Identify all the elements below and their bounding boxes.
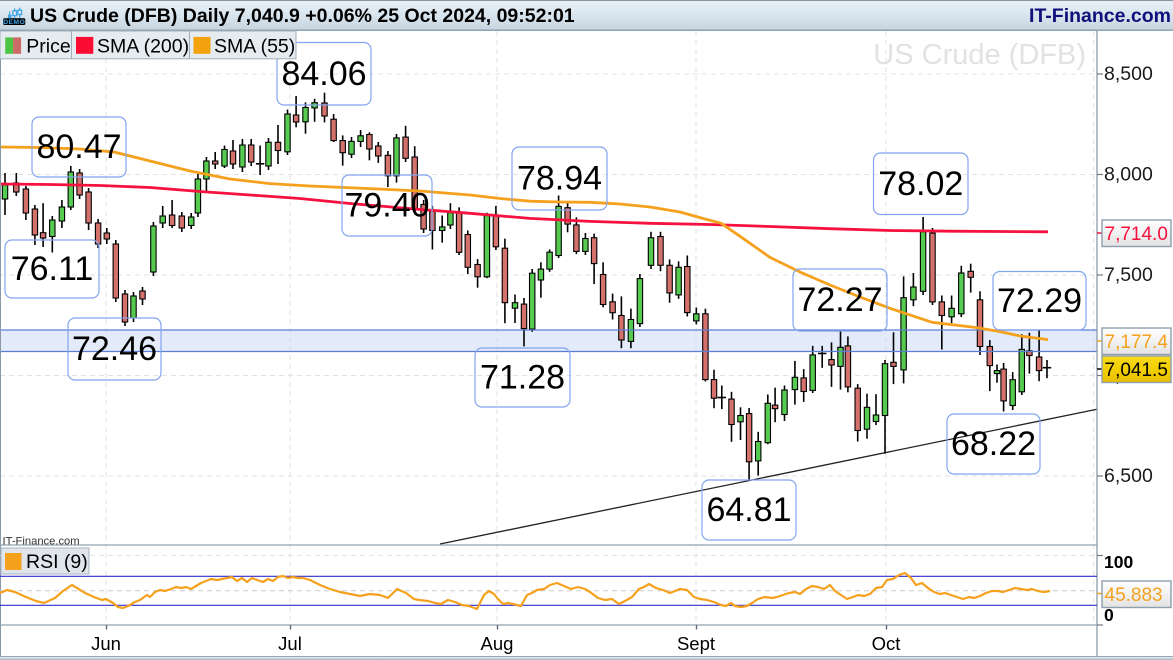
svg-text:100: 100 (1104, 552, 1133, 572)
svg-text:6,500: 6,500 (1104, 465, 1153, 487)
svg-text:8,500: 8,500 (1104, 63, 1153, 85)
svg-text:SMA (200): SMA (200) (97, 35, 189, 57)
svg-text:78.02: 78.02 (878, 165, 963, 203)
svg-text:78.94: 78.94 (517, 160, 602, 198)
svg-text:7,714.0: 7,714.0 (1105, 224, 1168, 245)
svg-text:8,000: 8,000 (1104, 164, 1153, 186)
svg-text:IT-Finance.com: IT-Finance.com (1029, 5, 1171, 27)
svg-text:71.28: 71.28 (480, 359, 565, 397)
svg-text:64.81: 64.81 (706, 491, 791, 529)
svg-text:45.883: 45.883 (1105, 585, 1163, 606)
svg-text:7,500: 7,500 (1104, 264, 1153, 286)
svg-text:IT-Finance.com: IT-Finance.com (3, 536, 80, 548)
svg-text:72.27: 72.27 (797, 281, 882, 319)
svg-text:Oct: Oct (872, 633, 901, 654)
svg-text:0: 0 (1104, 605, 1114, 625)
svg-text:Price: Price (26, 35, 70, 57)
svg-text:72.46: 72.46 (72, 330, 157, 368)
svg-text:Aug: Aug (481, 633, 514, 654)
svg-text:80.47: 80.47 (36, 128, 121, 166)
svg-text:79.40: 79.40 (344, 187, 429, 225)
svg-text:76.11: 76.11 (11, 250, 94, 288)
svg-text:68.22: 68.22 (951, 425, 1036, 463)
svg-text:72.29: 72.29 (997, 282, 1082, 320)
svg-text:7,177.4: 7,177.4 (1105, 332, 1169, 353)
svg-text:US Crude (DFB): US Crude (DFB) (873, 39, 1086, 71)
svg-text:Sept: Sept (677, 633, 715, 654)
svg-text:7,041.5: 7,041.5 (1105, 360, 1168, 381)
svg-text:RSI (9): RSI (9) (26, 551, 88, 573)
svg-text:US Crude (DFB) Daily 7,040.9 +: US Crude (DFB) Daily 7,040.9 +0.06% 25 O… (30, 5, 575, 27)
svg-text:SMA (55): SMA (55) (214, 35, 295, 57)
svg-text:Jul: Jul (278, 633, 302, 654)
svg-text:DEMO: DEMO (3, 19, 25, 26)
svg-text:Jun: Jun (91, 633, 121, 654)
svg-text:84.06: 84.06 (281, 55, 366, 93)
